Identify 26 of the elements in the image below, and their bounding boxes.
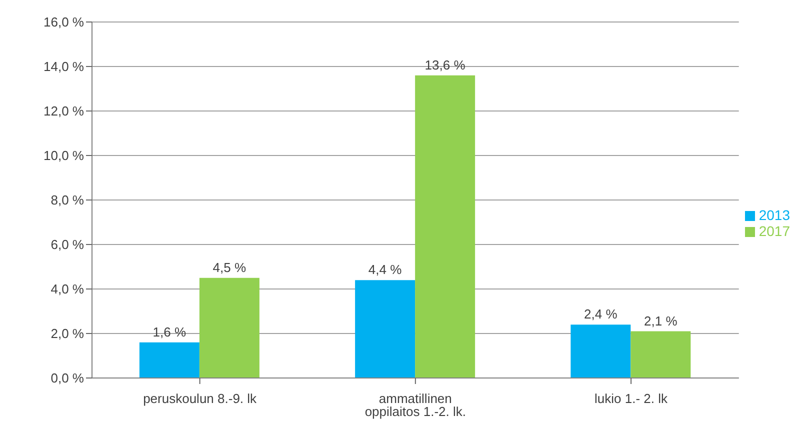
bar — [355, 280, 416, 378]
data-label: 2,4 % — [584, 306, 618, 322]
y-tick-label: 2,0 % — [50, 326, 84, 342]
x-tick-label: lukio 1.- 2. lk — [594, 391, 668, 406]
y-tick-label: 0,0 % — [50, 370, 84, 386]
y-tick-label: 10,0 % — [44, 148, 84, 164]
data-label: 2,1 % — [644, 313, 678, 328]
data-label: 4,5 % — [212, 260, 246, 275]
y-tick-label: 16,0 % — [44, 14, 84, 30]
x-tick-label: peruskoulun 8.-9. lk — [143, 391, 258, 406]
data-label: 13,6 % — [424, 57, 466, 72]
y-tick-label: 8,0 % — [50, 192, 84, 208]
y-tick-label: 12,0 % — [44, 104, 84, 119]
data-label: 4,4 % — [368, 262, 402, 278]
data-label: 1,6 % — [152, 324, 186, 340]
bar — [415, 75, 476, 378]
y-tick-label: 6,0 % — [50, 237, 84, 252]
bar — [199, 278, 260, 378]
legend-label: 2013 — [758, 207, 790, 223]
legend-label: 2017 — [758, 223, 790, 239]
y-tick-label: 4,0 % — [50, 282, 84, 297]
y-tick-label: 14,0 % — [44, 59, 84, 74]
bar — [570, 324, 631, 378]
x-tick-label: ammatillinen oppilaitos 1.-2. lk. — [364, 391, 466, 420]
bar — [630, 331, 691, 378]
bar — [139, 342, 200, 378]
